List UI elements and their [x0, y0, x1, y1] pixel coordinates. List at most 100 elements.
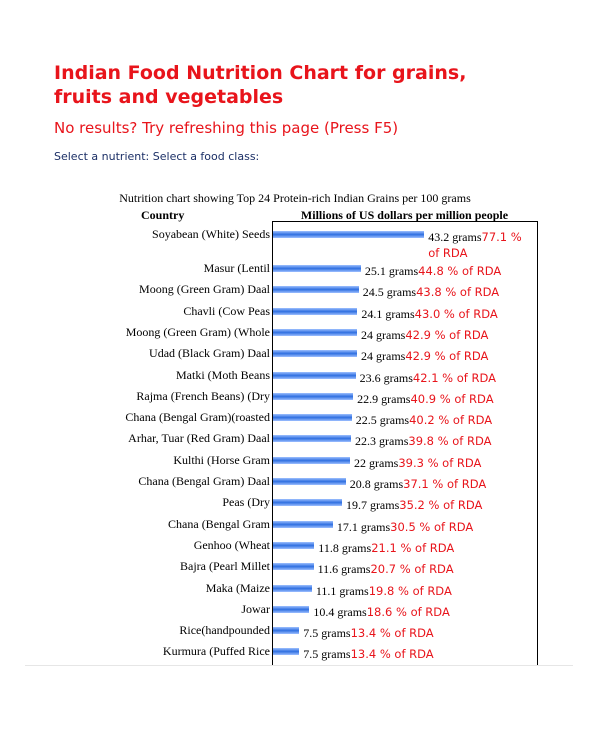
value-text: 24 grams: [361, 349, 406, 364]
bar-label: 11.8 grams21.1 % of RDA: [318, 540, 533, 556]
bar: [273, 350, 357, 358]
value-text: 22.9 grams: [357, 391, 411, 406]
bar: [273, 648, 300, 656]
value-text: 24 grams: [361, 327, 406, 342]
value-text: 24.5 grams: [362, 285, 417, 300]
rda-text: 39.3 % of RDA: [398, 455, 482, 470]
bar: [273, 541, 315, 549]
chart-caption: Nutrition chart showing Top 24 Protein-r…: [119, 191, 471, 205]
rda-text: 43.8 % of RDA: [416, 285, 500, 300]
value-text: 22.5 grams: [355, 413, 410, 428]
axis-line: [272, 221, 273, 666]
rda-text: 37.1 % of RDA: [403, 477, 487, 491]
row-label: Masur (Lentil: [203, 261, 270, 275]
bar-label: 43.2 grams77.1 % of RDA: [428, 229, 533, 261]
value-text: 7.5 grams: [303, 647, 351, 662]
bar: [273, 605, 310, 613]
bar: [273, 520, 333, 528]
rda-text: 77.1 % of RDA: [428, 230, 522, 260]
row-label: Arhar, Tuar (Red Gram) Daal: [128, 431, 270, 446]
bar-label: 22 grams39.3 % of RDA: [354, 455, 533, 471]
bar: [273, 563, 314, 571]
bar: [273, 414, 352, 422]
rda-text: 42.9 % of RDA: [405, 327, 489, 342]
bar: [273, 627, 300, 635]
bar: [273, 435, 352, 443]
row-label: Bajra (Pearl Millet: [180, 559, 270, 574]
divider: [25, 665, 573, 666]
bar: [273, 392, 354, 400]
value-text: 20.8 grams: [349, 477, 404, 491]
rda-text: 42.9 % of RDA: [405, 349, 489, 364]
row-label: Kurmura (Puffed Rice: [162, 644, 270, 659]
rda-text: 43.0 % of RDA: [414, 306, 498, 321]
rda-text: 21.1 % of RDA: [371, 540, 455, 555]
bar-label: 7.5 grams13.4 % of RDA: [303, 625, 533, 641]
error-message: No results? Try refreshing this page (Pr…: [54, 119, 399, 137]
rda-text: 30.5 % of RDA: [390, 519, 474, 534]
value-text: 24.1 grams: [361, 306, 415, 321]
row-label: Chana (Bengal Gram: [168, 516, 270, 531]
row-label: Chana (Bengal Gram) Daal: [138, 474, 270, 488]
bar-label: 11.1 grams19.8 % of RDA: [316, 583, 533, 599]
bar: [273, 371, 356, 379]
chart-border: [537, 221, 538, 666]
row-label: Kulthi (Horse Gram: [173, 452, 270, 467]
bar-label: 22.3 grams39.8 % of RDA: [355, 433, 533, 449]
row-label: Chavli (Cow Peas: [183, 303, 270, 318]
value-text: 11.6 grams: [317, 562, 371, 577]
bar-label: 24 grams42.9 % of RDA: [361, 327, 533, 343]
value-text: 7.5 grams: [303, 626, 351, 641]
selectors[interactable]: Select a nutrient: Select a food class:: [54, 150, 260, 163]
value-text: 25.1 grams: [364, 264, 419, 278]
bar-label: 22.9 grams40.9 % of RDA: [357, 391, 533, 407]
rda-text: 40.9 % of RDA: [410, 391, 494, 406]
bar-label: 24.5 grams43.8 % of RDA: [363, 284, 533, 300]
bar-label: 17.1 grams30.5 % of RDA: [337, 519, 533, 535]
bar-label: 19.7 grams35.2 % of RDA: [346, 497, 533, 513]
value-text: 23.6 grams: [359, 370, 413, 385]
rda-text: 19.8 % of RDA: [368, 583, 452, 598]
value-text: 17.1 grams: [336, 519, 391, 534]
value-text: 22 grams: [354, 455, 399, 470]
rda-text: 40.2 % of RDA: [409, 413, 493, 428]
row-label: Rajma (French Beans) (Dry: [136, 388, 270, 403]
bar-label: 24.1 grams43.0 % of RDA: [361, 306, 533, 322]
bar: [273, 286, 359, 294]
row-label: Peas (Dry: [222, 495, 270, 510]
row-label: Jowar: [241, 601, 270, 616]
bar-label: 11.6 grams20.7 % of RDA: [318, 561, 533, 577]
header-rule: [272, 221, 537, 222]
bar: [273, 584, 312, 592]
bar: [273, 456, 350, 464]
row-label: Moong (Green Gram) (Whole: [125, 324, 270, 339]
value-text: 43.2 grams: [428, 230, 482, 244]
bar-label: 20.8 grams37.1 % of RDA: [350, 476, 533, 492]
bar: [273, 231, 425, 238]
bar-label: 10.4 grams18.6 % of RDA: [313, 604, 533, 620]
bar: [273, 478, 346, 485]
row-label: Genhoo (Wheat: [193, 537, 270, 552]
column-label: Country: [141, 208, 185, 222]
row-label: Moong (Green Gram) Daal: [139, 282, 270, 297]
bar: [273, 499, 342, 507]
row-label: Rice(handpounded: [179, 623, 270, 638]
bar-label: 25.1 grams44.8 % of RDA: [365, 263, 533, 279]
rda-text: 35.2 % of RDA: [399, 498, 483, 513]
row-label: Maka (Maize: [205, 580, 270, 595]
value-text: 11.8 grams: [318, 540, 372, 555]
bar-label: 24 grams42.9 % of RDA: [361, 348, 533, 364]
bar-label: 7.5 grams13.4 % of RDA: [303, 646, 533, 662]
rda-text: 13.4 % of RDA: [350, 626, 434, 641]
row-label: Soyabean (White) Seeds: [152, 227, 270, 241]
row-label: Udad (Black Gram) Daal: [149, 346, 270, 361]
value-label: Millions of US dollars per million peopl…: [300, 208, 509, 222]
row-label: Chana (Bengal Gram)(roasted: [125, 410, 270, 425]
bar-label: 23.6 grams42.1 % of RDA: [360, 370, 533, 386]
value-text: 19.7 grams: [345, 498, 400, 513]
rda-text: 20.7 % of RDA: [370, 562, 454, 577]
title: Indian Food Nutrition Chart for grains, …: [54, 62, 467, 108]
bar: [273, 265, 361, 272]
rda-text: 42.1 % of RDA: [412, 370, 497, 385]
